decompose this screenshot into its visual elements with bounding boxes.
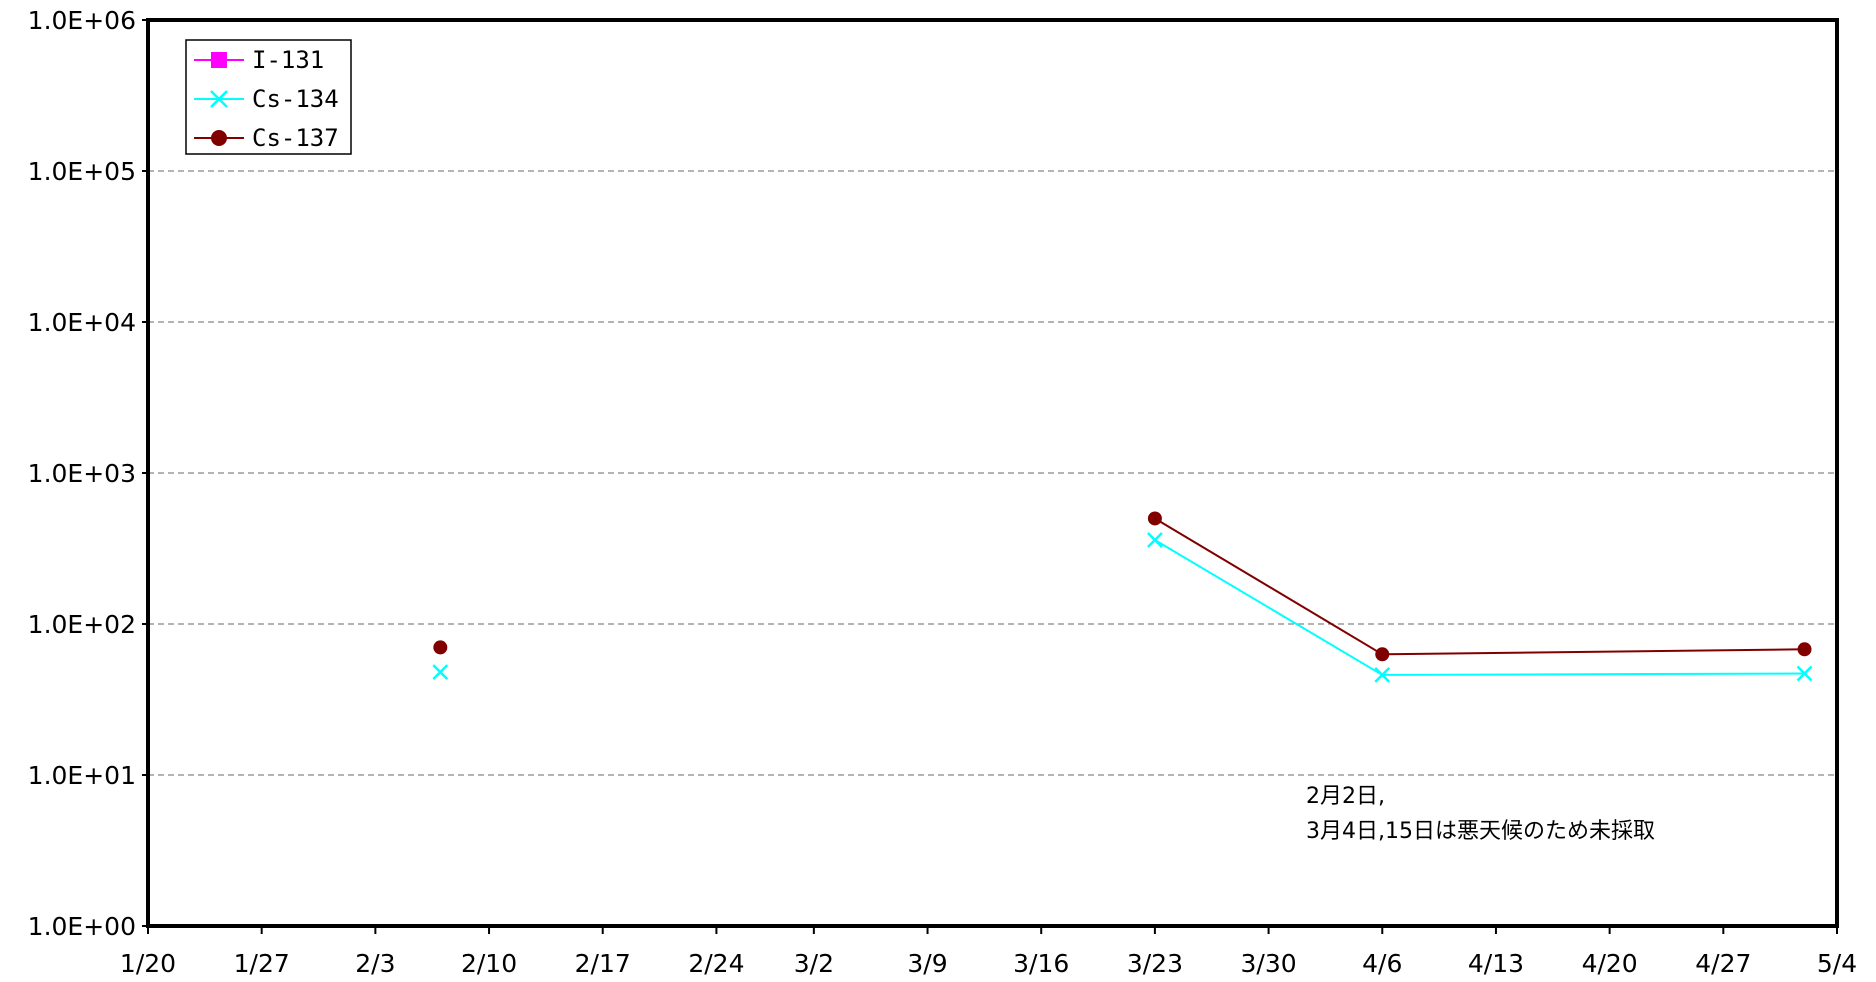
- y-tick-label: 1.0E+05: [28, 157, 136, 186]
- grid-layer: [148, 170, 1837, 776]
- legend-label-cs137: Cs-137: [252, 124, 339, 152]
- x-tick-label: 3/23: [1127, 949, 1183, 978]
- data-point-circle: [1147, 511, 1162, 526]
- legend-marker-i131: [211, 52, 227, 68]
- y-tick-label: 1.0E+04: [28, 308, 136, 337]
- axis-layer: 1.0E+00 1.0E+01 1.0E+02 1.0E+03 1.0E+04 1.0E+…: [28, 6, 1857, 978]
- legend-marker-cs137: [211, 130, 227, 146]
- legend: I-131 Cs-134 Cs-137: [185, 39, 352, 155]
- y-tick-label: 1.0E+00: [28, 912, 136, 941]
- legend-label-i131: I-131: [252, 46, 324, 74]
- legend-marker-cs134: [210, 90, 228, 108]
- x-tick-label: 1/20: [120, 949, 176, 978]
- legend-item-cs134: Cs-134: [194, 85, 339, 113]
- x-tick-label: 5/4: [1817, 949, 1857, 978]
- x-tick-label: 4/6: [1362, 949, 1402, 978]
- series-layer: [432, 511, 1813, 683]
- y-tick-label: 1.0E+02: [28, 610, 136, 639]
- x-tick-label: 3/30: [1241, 949, 1297, 978]
- x-tick-label: 2/10: [461, 949, 517, 978]
- series-line-segment-1: [1382, 672, 1805, 676]
- data-point-circle: [1797, 642, 1812, 657]
- x-tick-label: 3/2: [794, 949, 834, 978]
- x-tick-label: 1/27: [234, 949, 290, 978]
- data-point-x: [1147, 532, 1163, 548]
- annotation-line-2: 3月4日,15日は悪天候のため未採取: [1306, 819, 1655, 844]
- legend-item-i131: I-131: [194, 46, 324, 74]
- x-tick-label: 3/9: [907, 949, 947, 978]
- data-point-x: [432, 664, 449, 681]
- x-tick-label: 2/3: [355, 949, 395, 978]
- data-point-x: [1796, 665, 1813, 682]
- x-tick-label: 4/20: [1582, 949, 1638, 978]
- data-point-x: [1374, 667, 1391, 683]
- series-line-segment-1: [1154, 539, 1383, 676]
- y-tick-label: 1.0E+01: [28, 761, 136, 790]
- legend-item-cs137: Cs-137: [194, 124, 339, 152]
- x-tick-label: 4/27: [1695, 949, 1751, 978]
- x-tick-label: 3/16: [1013, 949, 1069, 978]
- data-point-circle: [1375, 647, 1390, 662]
- x-tick-label: 2/24: [688, 949, 744, 978]
- y-tick-label: 1.0E+03: [28, 459, 136, 488]
- series-line-segment-2: [1154, 517, 1383, 656]
- chart-annotation: 2月2日, 3月4日,15日は悪天候のため未採取: [1306, 784, 1655, 844]
- data-point-circle: [433, 640, 448, 655]
- annotation-line-1: 2月2日,: [1306, 784, 1385, 809]
- series-line-segment-2: [1382, 648, 1805, 656]
- x-tick-label: 4/13: [1468, 949, 1524, 978]
- x-tick-label: 2/17: [575, 949, 631, 978]
- y-tick-label: 1.0E+06: [28, 6, 136, 35]
- legend-label-cs134: Cs-134: [252, 85, 339, 113]
